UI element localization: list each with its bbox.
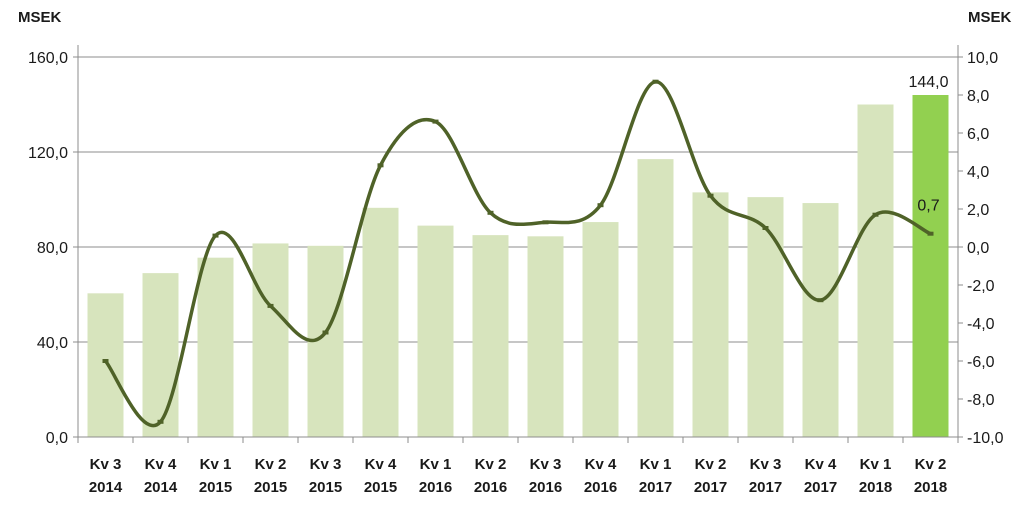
- line-point: [487, 210, 494, 215]
- category-label-year: 2017: [804, 479, 837, 496]
- bar: [637, 159, 674, 437]
- category-label-quarter: Kv 2: [475, 456, 507, 473]
- line-point: [432, 119, 439, 124]
- right-tick-label: -10,0: [967, 430, 1004, 447]
- line-point: [322, 330, 329, 335]
- bar-series: [87, 95, 949, 437]
- category-label-quarter: Kv 3: [750, 456, 782, 473]
- bar: [472, 235, 509, 437]
- bar: [252, 243, 289, 437]
- category-label-quarter: Kv 3: [310, 456, 342, 473]
- category-label-year: 2016: [419, 479, 452, 496]
- left-tick-label: 160,0: [28, 50, 68, 67]
- bar: [197, 257, 234, 437]
- category-label-quarter: Kv 3: [530, 456, 562, 473]
- right-tick-label: -4,0: [967, 316, 995, 333]
- right-tick-label: 10,0: [967, 50, 998, 67]
- category-label-year: 2016: [474, 479, 507, 496]
- line-point: [542, 220, 549, 225]
- category-label-quarter: Kv 1: [200, 456, 232, 473]
- category-label-year: 2015: [309, 479, 342, 496]
- category-label-quarter: Kv 1: [640, 456, 672, 473]
- category-label-quarter: Kv 4: [805, 456, 837, 473]
- category-label-year: 2014: [89, 479, 123, 496]
- line-point: [707, 193, 714, 198]
- right-axis-unit: MSEK: [968, 9, 1012, 26]
- bar-data-label: 144,0: [908, 74, 948, 91]
- line-point: [102, 359, 109, 363]
- line-point: [927, 231, 934, 236]
- category-label-quarter: Kv 1: [420, 456, 452, 473]
- right-tick-label: 0,0: [967, 240, 989, 257]
- category-label-quarter: Kv 4: [145, 456, 177, 473]
- bar: [802, 203, 839, 437]
- left-axis-unit: MSEK: [18, 9, 62, 26]
- right-tick-label: 6,0: [967, 126, 989, 143]
- line-point: [872, 212, 879, 217]
- bar: [142, 273, 179, 437]
- labels: 0,0 40,0 80,0 120,0 160,0 -10,0 -8,0 -6,0 -4,0 -2…: [18, 9, 1012, 496]
- right-tick-label: 8,0: [967, 88, 989, 105]
- line-point: [597, 203, 604, 208]
- left-tick-label: 120,0: [28, 145, 68, 162]
- bar: [87, 293, 124, 437]
- right-tick-label: 4,0: [967, 164, 989, 181]
- category-label-year: 2017: [694, 479, 727, 496]
- right-tick-label: -8,0: [967, 392, 995, 409]
- category-label-year: 2016: [584, 479, 617, 496]
- category-label-quarter: Kv 4: [585, 456, 617, 473]
- bar: [857, 104, 894, 437]
- category-label-quarter: Kv 3: [90, 456, 122, 473]
- bar: [527, 236, 564, 437]
- bar: [362, 207, 399, 437]
- category-label-quarter: Kv 2: [915, 456, 947, 473]
- category-label-year: 2017: [639, 479, 672, 496]
- category-label-quarter: Kv 2: [255, 456, 287, 473]
- right-tick-label: -2,0: [967, 278, 995, 295]
- category-label-year: 2017: [749, 479, 782, 496]
- bar: [582, 222, 619, 437]
- line-data-label: 0,7: [917, 198, 939, 215]
- line-point: [267, 303, 274, 308]
- category-label-year: 2015: [199, 479, 232, 496]
- line-point: [212, 233, 219, 238]
- axes: [73, 45, 963, 443]
- line-series: [102, 79, 934, 428]
- bar: [417, 225, 454, 437]
- bar: [692, 192, 729, 437]
- line-point: [652, 79, 659, 84]
- left-tick-label: 80,0: [37, 240, 68, 257]
- right-tick-label: 2,0: [967, 202, 989, 219]
- category-label-year: 2015: [254, 479, 287, 496]
- line-point: [377, 163, 384, 168]
- line-point: [817, 298, 824, 303]
- category-label-quarter: Kv 4: [365, 456, 397, 473]
- bar: [912, 95, 949, 437]
- left-tick-label: 40,0: [37, 335, 68, 352]
- line-point: [762, 226, 769, 230]
- category-label-year: 2014: [144, 479, 178, 496]
- category-label-quarter: Kv 1: [860, 456, 892, 473]
- category-label-year: 2018: [859, 479, 892, 496]
- line-point: [157, 419, 164, 424]
- left-tick-label: 0,0: [46, 430, 68, 447]
- category-label-year: 2016: [529, 479, 562, 496]
- category-label-year: 2018: [914, 479, 947, 496]
- bar: [747, 197, 784, 437]
- right-tick-label: -6,0: [967, 354, 995, 371]
- category-label-year: 2015: [364, 479, 397, 496]
- category-label-quarter: Kv 2: [695, 456, 727, 473]
